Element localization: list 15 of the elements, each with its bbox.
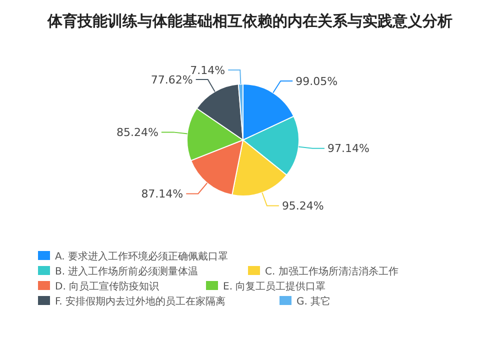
legend-label: F. 安排假期内去过外地的员工在家隔离	[55, 296, 226, 308]
data-label: 77.62%	[150, 73, 193, 86]
legend-label: E. 向复工员工提供口罩	[223, 280, 326, 292]
data-label: 99.05%	[296, 74, 338, 88]
chart-title: 体育技能训练与体能基础相互依赖的内在关系与实践意义分析	[46, 12, 452, 30]
legend-label: A. 要求进入工作环境必须正确佩戴口罩	[55, 250, 228, 262]
data-label: 85.24%	[116, 126, 158, 140]
legend-label: C. 加强工作场所清洁消杀工作	[265, 266, 398, 278]
data-label: 7.14%	[190, 64, 226, 77]
legend-label: D. 向员工宣传防疫知识	[55, 280, 160, 292]
data-label: 97.14%	[327, 142, 370, 156]
legend-label: G. 其它	[296, 296, 331, 308]
data-label: 87.14%	[141, 188, 184, 201]
data-label: 95.24%	[282, 200, 324, 213]
legend-label: B. 进入工作场所前必须测量体温	[55, 266, 198, 278]
